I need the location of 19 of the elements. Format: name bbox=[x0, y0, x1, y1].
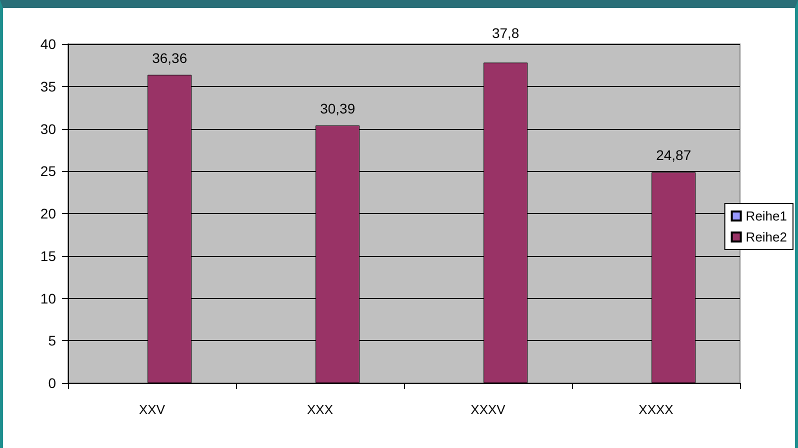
legend-label: Reihe2 bbox=[746, 230, 788, 244]
data-label: 36,36 bbox=[152, 50, 188, 66]
data-label: 24,87 bbox=[656, 147, 692, 164]
y-tick-label: 20 bbox=[40, 206, 56, 222]
y-tick-label: 0 bbox=[48, 375, 56, 391]
x-tick-label: XXX bbox=[306, 402, 334, 417]
data-label: 37,8 bbox=[492, 25, 520, 41]
y-tick-label: 40 bbox=[40, 36, 56, 52]
y-tick-label: 10 bbox=[40, 290, 56, 306]
y-tick-label: 30 bbox=[40, 120, 56, 137]
y-tick-label: 25 bbox=[40, 163, 56, 180]
y-tick-label: 35 bbox=[40, 78, 56, 94]
y-tick-label: 5 bbox=[48, 332, 56, 349]
x-tick-label: XXV bbox=[138, 402, 166, 417]
x-tick-label: XXXX bbox=[638, 402, 674, 417]
y-tick-label: 15 bbox=[40, 248, 56, 264]
x-tick-label: XXXV bbox=[470, 402, 506, 417]
legend-label: Reihe1 bbox=[746, 208, 788, 224]
data-label: 30,39 bbox=[320, 100, 356, 116]
